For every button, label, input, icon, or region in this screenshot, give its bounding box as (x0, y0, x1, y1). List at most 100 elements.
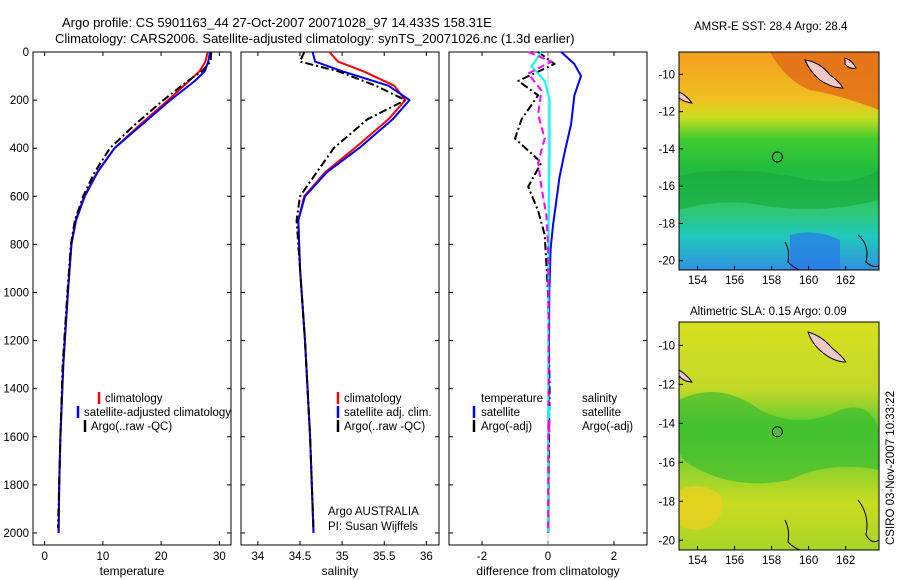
map-x-tick-label: 154 (688, 275, 708, 287)
sla-coast-south (784, 499, 879, 550)
salinity-legend: climatology satellite adj. clim. Argo(..… (336, 392, 432, 433)
legend-label-sal-satellite: satellite (582, 407, 621, 419)
sst-island-west (679, 91, 694, 104)
legend-label-climatology: climatology (344, 393, 402, 405)
series-line (57, 51, 213, 529)
x-tick-label: 35.5 (373, 551, 395, 563)
temperature-legend: climatology satellite-adjusted climatolo… (76, 392, 231, 433)
series-line (297, 51, 411, 534)
sst-cool-band (679, 170, 879, 210)
map-y-tick-label: -18 (658, 496, 675, 508)
y-tick-label: 2000 (3, 528, 29, 540)
temperature-plot: 0 10 20 30 0 200 400 600 800 1000 1200 1400 1600 1800… (3, 47, 231, 578)
x-tick-label: 30 (213, 551, 226, 563)
sst-coast-south (784, 234, 879, 270)
sla-map-title: Altimetric SLA: 0.15 Argo: 0.09 (690, 306, 847, 318)
legend-heading-temperature: temperature (481, 393, 543, 405)
sla-yellow-patch (679, 486, 723, 530)
y-tick-label: 1000 (3, 287, 29, 299)
sla-argo-marker (771, 426, 783, 438)
map-x-tick-label: 156 (725, 275, 744, 287)
difference-legend: temperature satellite Argo(-adj) salinit… (472, 393, 633, 433)
x-axis-label: temperature (100, 564, 165, 578)
salinity-plot-frame (240, 51, 440, 546)
map-y-tick-label: -20 (658, 256, 675, 268)
temperature-plot-frame (32, 51, 232, 546)
y-tick-label: 400 (10, 143, 29, 155)
header-line-1: Argo profile: CS 5901163_44 27-Oct-2007 … (62, 15, 492, 30)
x-tick-label: 34 (251, 551, 264, 563)
legend-heading-salinity: salinity (582, 393, 617, 405)
annotation-pi: PI: Susan Wijffels (328, 521, 418, 533)
x-tick-label: 20 (155, 551, 168, 563)
x-tick-label: 36 (420, 551, 433, 563)
map-x-tick-label: 160 (799, 275, 818, 287)
map-y-tick-label: -14 (658, 418, 675, 430)
map-x-tick-label: 162 (836, 275, 855, 287)
header-line-2: Climatology: CARS2006. Satellite-adjuste… (55, 31, 575, 46)
sla-map-frame (678, 321, 880, 551)
sst-map-axes: 154 156 158 160 162 -10 -12 -14 -16 -18 -20 (658, 69, 855, 287)
x-tick-label: 2 (611, 551, 617, 563)
series-line (527, 51, 553, 534)
sst-island-small (844, 57, 857, 69)
y-tick-label: 800 (10, 239, 29, 251)
y-tick-label: 1800 (3, 480, 29, 492)
sst-island-solomon (804, 59, 844, 89)
map-y-tick-label: -12 (658, 107, 675, 119)
map-x-tick-label: 156 (725, 555, 744, 567)
map-y-tick-label: -14 (658, 144, 675, 156)
series-line (297, 51, 407, 534)
map-y-tick-label: -18 (658, 218, 675, 230)
sst-map-frame (678, 51, 880, 271)
sla-island-west (679, 369, 694, 383)
annotation-institution: Argo AUSTRALIA (328, 506, 419, 518)
x-tick-label: -2 (477, 551, 487, 563)
legend-label-temp-satellite: satellite (481, 407, 520, 419)
legend-label-temp-argo: Argo(-adj) (481, 421, 532, 433)
x-tick-label: 10 (96, 551, 109, 563)
x-axis-label: difference from climatology (476, 564, 619, 578)
x-tick-label: 35 (336, 551, 349, 563)
map-y-tick-label: -10 (658, 340, 675, 352)
map-x-tick-label: 162 (836, 555, 855, 567)
x-tick-label: 34.5 (289, 551, 311, 563)
salinity-plot: 34 34.5 35 35.5 36 salinity (241, 51, 439, 578)
legend-label-satellite: satellite-adjusted climatology (84, 407, 231, 419)
map-y-tick-label: -16 (658, 457, 675, 469)
map-y-tick-label: -10 (658, 69, 675, 81)
map-y-tick-label: -12 (658, 379, 675, 391)
sst-map (679, 52, 879, 270)
legend-label-argo: Argo(..raw -QC) (91, 421, 172, 433)
sst-map-title: AMSR-E SST: 28.4 Argo: 28.4 (694, 21, 848, 33)
y-tick-label: 600 (10, 191, 29, 203)
series-line (295, 51, 407, 529)
series-line (57, 51, 209, 534)
legend-label-climatology: climatology (105, 393, 163, 405)
y-tick-label: 1400 (3, 384, 29, 396)
sst-argo-marker (771, 151, 783, 163)
sst-blue-patch (790, 232, 840, 270)
x-tick-label: 0 (41, 551, 47, 563)
map-y-tick-label: -16 (658, 181, 675, 193)
y-tick-label: 1200 (3, 336, 29, 348)
x-tick-label: 0 (545, 551, 551, 563)
map-x-tick-label: 158 (762, 555, 781, 567)
map-x-tick-label: 158 (762, 275, 781, 287)
series-line (530, 51, 551, 534)
x-axis-label: salinity (322, 564, 359, 578)
sla-map-axes: 154 156 158 160 162 -10 -12 -14 -16 -18 -20 (658, 340, 855, 567)
y-tick-label: 200 (10, 95, 29, 107)
side-stamp: CSIRO 03-Nov-2007 10:33:22 (885, 391, 897, 545)
y-tick-label: 1600 (3, 432, 29, 444)
y-tick-label: 0 (23, 47, 29, 59)
legend-label-argo: Argo(..raw -QC) (344, 421, 425, 433)
sla-island-solomon (807, 331, 847, 363)
legend-label-satellite: satellite adj. clim. (344, 407, 432, 419)
sla-green-patch (679, 392, 879, 484)
legend-label-sal-argo: Argo(-adj) (582, 421, 633, 433)
series-line (547, 51, 582, 534)
map-x-tick-label: 154 (688, 555, 708, 567)
